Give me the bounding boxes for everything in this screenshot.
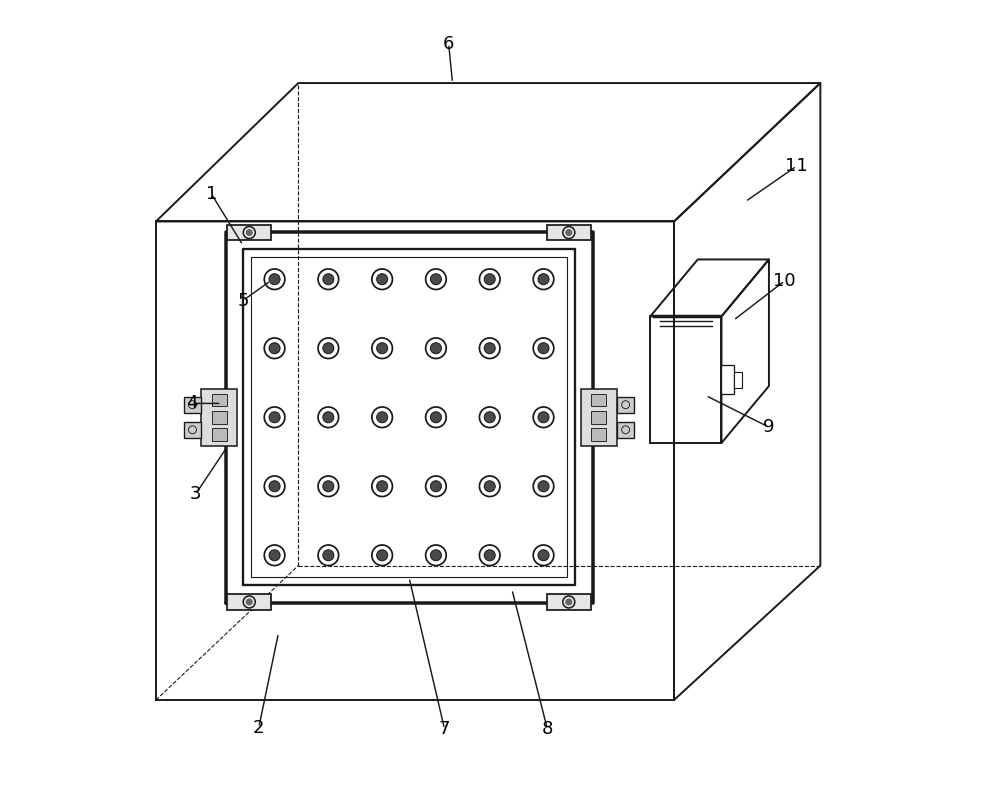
Circle shape (323, 412, 334, 422)
Circle shape (538, 550, 549, 561)
Circle shape (269, 343, 280, 354)
Circle shape (538, 481, 549, 492)
Circle shape (372, 545, 392, 566)
Bar (581, 388, 617, 445)
Circle shape (377, 412, 387, 422)
Circle shape (538, 343, 549, 354)
Circle shape (377, 550, 387, 561)
Circle shape (264, 338, 285, 358)
Bar (617, 422, 634, 437)
Bar (184, 397, 201, 413)
Circle shape (479, 407, 500, 427)
Bar (227, 594, 271, 610)
Text: 2: 2 (253, 719, 264, 736)
Circle shape (533, 407, 554, 427)
Circle shape (431, 481, 441, 492)
Circle shape (426, 407, 446, 427)
Circle shape (533, 338, 554, 358)
Bar (547, 225, 591, 240)
Circle shape (566, 229, 572, 236)
Text: 1: 1 (206, 185, 217, 202)
Text: 10: 10 (773, 272, 796, 290)
Circle shape (318, 269, 339, 290)
Circle shape (533, 476, 554, 497)
Circle shape (318, 407, 339, 427)
Circle shape (479, 269, 500, 290)
Bar (212, 394, 227, 407)
Circle shape (479, 338, 500, 358)
Text: 9: 9 (763, 418, 775, 436)
Bar (617, 397, 634, 413)
Circle shape (323, 481, 334, 492)
Circle shape (269, 412, 280, 422)
Circle shape (269, 274, 280, 285)
Bar (591, 428, 606, 441)
Bar (591, 394, 606, 407)
Circle shape (318, 545, 339, 566)
Circle shape (426, 338, 446, 358)
Bar (227, 225, 271, 240)
Text: 11: 11 (785, 157, 808, 175)
Bar (591, 411, 606, 424)
Circle shape (264, 545, 285, 566)
Bar (547, 594, 591, 610)
Circle shape (533, 545, 554, 566)
Circle shape (377, 274, 387, 285)
Circle shape (538, 412, 549, 422)
Circle shape (264, 269, 285, 290)
Circle shape (377, 343, 387, 354)
Text: 8: 8 (542, 721, 553, 738)
Bar (212, 411, 227, 424)
Circle shape (484, 343, 495, 354)
Circle shape (377, 481, 387, 492)
Circle shape (323, 274, 334, 285)
Circle shape (323, 550, 334, 561)
Circle shape (246, 599, 252, 605)
Circle shape (372, 338, 392, 358)
Bar (212, 428, 227, 441)
Circle shape (264, 476, 285, 497)
Circle shape (431, 274, 441, 285)
Circle shape (538, 274, 549, 285)
Circle shape (318, 476, 339, 497)
Bar (734, 372, 742, 388)
Circle shape (372, 269, 392, 290)
Circle shape (431, 412, 441, 422)
Circle shape (484, 481, 495, 492)
Text: 3: 3 (190, 486, 201, 503)
Circle shape (323, 343, 334, 354)
Circle shape (533, 269, 554, 290)
Circle shape (372, 407, 392, 427)
Circle shape (431, 343, 441, 354)
Circle shape (484, 412, 495, 422)
Circle shape (246, 229, 252, 236)
Circle shape (479, 476, 500, 497)
Circle shape (479, 545, 500, 566)
Circle shape (566, 599, 572, 605)
Circle shape (264, 407, 285, 427)
Circle shape (484, 274, 495, 285)
Circle shape (372, 476, 392, 497)
Circle shape (431, 550, 441, 561)
Bar (201, 388, 237, 445)
Circle shape (484, 550, 495, 561)
Circle shape (269, 481, 280, 492)
Text: 6: 6 (443, 35, 454, 52)
Circle shape (426, 476, 446, 497)
Text: 7: 7 (439, 721, 450, 738)
Circle shape (426, 269, 446, 290)
Bar (184, 422, 201, 437)
Circle shape (269, 550, 280, 561)
Text: 5: 5 (237, 292, 249, 309)
Text: 4: 4 (186, 395, 197, 412)
Circle shape (318, 338, 339, 358)
Circle shape (426, 545, 446, 566)
Bar (721, 365, 734, 394)
